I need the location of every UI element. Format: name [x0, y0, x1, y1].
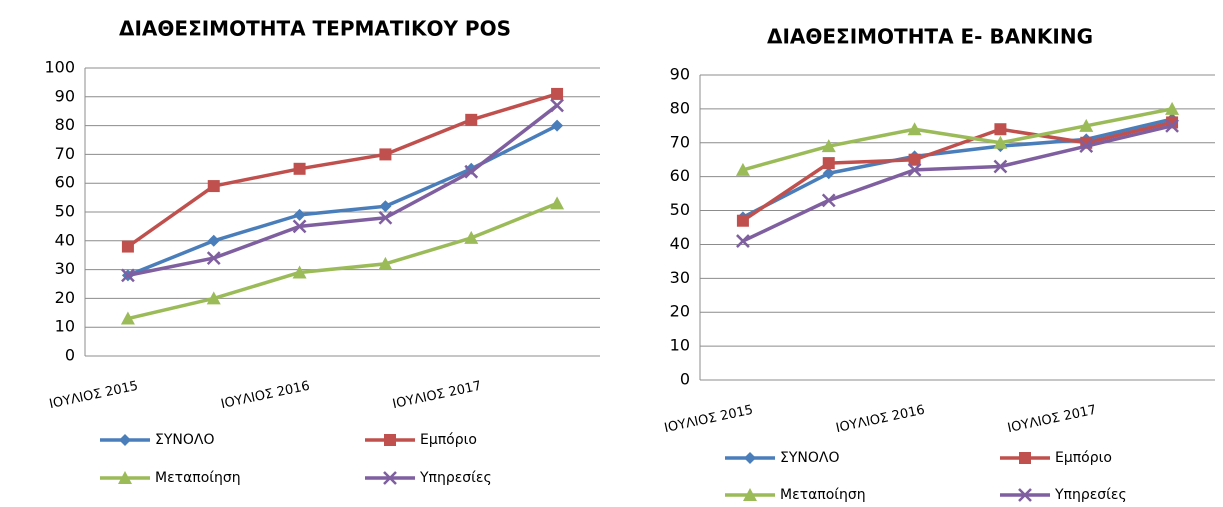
- marker-diamond: [744, 452, 756, 464]
- marker-triangle: [735, 162, 750, 176]
- y-tick-label: 60: [55, 173, 75, 192]
- marker-square: [736, 214, 749, 227]
- legend-label: Υπηρεσίες: [1054, 487, 1127, 503]
- marker-x: [821, 193, 836, 208]
- marker-diamond: [119, 434, 131, 446]
- marker-square: [293, 162, 306, 175]
- series-line: [742, 117, 1173, 219]
- y-tick-label: 30: [670, 268, 690, 287]
- y-tick-label: 10: [670, 336, 690, 355]
- marker-square: [994, 123, 1007, 136]
- marker-square: [207, 180, 220, 193]
- y-tick-label: 10: [55, 317, 75, 336]
- y-tick-label: 20: [55, 288, 75, 307]
- marker-square: [1019, 452, 1031, 464]
- legend-label: ΣΥΝΟΛΟ: [780, 450, 840, 466]
- marker-triangle: [550, 196, 565, 210]
- y-tick-label: 40: [55, 230, 75, 249]
- legend-label: ΣΥΝΟΛΟ: [155, 432, 215, 448]
- y-tick-label: 50: [670, 200, 690, 219]
- marker-triangle: [821, 139, 836, 153]
- y-tick-label: 60: [670, 166, 690, 185]
- marker-x: [1018, 488, 1032, 502]
- marker-diamond: [379, 200, 392, 213]
- chart-title: ΔΙΑΘΕΣΙΜΟΤΗΤΑ ΤΕΡΜΑΤΙΚΟΥ POS: [119, 17, 511, 41]
- series-line: [742, 107, 1173, 172]
- marker-triangle: [118, 471, 132, 484]
- x-tick-label: ΙΟΥΛΙΟΣ 2015: [48, 379, 140, 412]
- marker-x: [993, 159, 1008, 174]
- legend-label: Εμπόριο: [420, 432, 477, 448]
- marker-x: [292, 219, 307, 234]
- marker-square: [465, 113, 478, 126]
- y-tick-label: 70: [55, 144, 75, 163]
- x-tick-label: ΙΟΥΛΙΟΣ 2016: [220, 379, 312, 412]
- marker-square: [822, 157, 835, 170]
- marker-triangle: [907, 122, 922, 136]
- y-tick-label: 0: [680, 370, 690, 389]
- marker-x: [464, 164, 479, 179]
- series-line: [127, 104, 559, 278]
- marker-square: [121, 240, 134, 253]
- marker-square: [908, 153, 921, 166]
- y-tick-label: 80: [55, 115, 75, 134]
- marker-triangle: [993, 135, 1008, 149]
- marker-x: [206, 251, 221, 265]
- marker-triangle: [1079, 118, 1094, 132]
- x-tick-label: ΙΟΥΛΙΟΣ 2017: [1006, 403, 1098, 436]
- y-tick-label: 50: [55, 202, 75, 221]
- marker-x: [907, 163, 922, 177]
- series-line: [127, 201, 558, 321]
- marker-triangle: [120, 311, 135, 325]
- series-line: [742, 124, 1173, 243]
- marker-x: [378, 210, 393, 225]
- chart-title: ΔΙΑΘΕΣΙΜΟΤΗΤΑ E- BANKING: [767, 25, 1093, 49]
- marker-diamond: [551, 119, 564, 132]
- legend-label: Υπηρεσίες: [419, 470, 492, 486]
- marker-triangle: [292, 265, 307, 279]
- marker-square: [384, 434, 396, 446]
- y-tick-label: 40: [670, 234, 690, 253]
- marker-triangle: [743, 488, 757, 501]
- y-tick-label: 80: [670, 98, 690, 117]
- legend-label: Εμπόριο: [1055, 450, 1112, 466]
- marker-triangle: [1165, 101, 1180, 115]
- y-tick-label: 100: [44, 58, 75, 77]
- marker-diamond: [822, 167, 835, 180]
- marker-triangle: [378, 256, 393, 270]
- marker-triangle: [464, 230, 479, 244]
- legend-label: Μεταποίηση: [780, 487, 866, 503]
- marker-x: [736, 234, 750, 248]
- y-tick-label: 90: [670, 65, 690, 84]
- marker-diamond: [207, 234, 220, 247]
- marker-x: [121, 268, 135, 283]
- marker-square: [379, 148, 392, 161]
- y-tick-label: 0: [65, 346, 75, 365]
- y-tick-label: 70: [670, 132, 690, 151]
- marker-diamond: [293, 208, 306, 221]
- x-tick-label: ΙΟΥΛΙΟΣ 2016: [835, 403, 927, 436]
- marker-x: [550, 98, 564, 113]
- legend-label: Μεταποίηση: [155, 470, 241, 486]
- marker-x: [1079, 139, 1094, 154]
- series-line: [741, 120, 1173, 223]
- marker-triangle: [206, 291, 221, 305]
- marker-x: [383, 471, 397, 485]
- marker-x: [1165, 118, 1179, 133]
- x-tick-label: ΙΟΥΛΙΟΣ 2017: [391, 379, 483, 412]
- x-tick-label: ΙΟΥΛΙΟΣ 2015: [663, 403, 755, 436]
- series-line: [126, 92, 558, 248]
- marker-square: [551, 87, 564, 100]
- y-tick-label: 20: [670, 302, 690, 321]
- y-tick-label: 90: [55, 86, 75, 105]
- y-tick-label: 30: [55, 259, 75, 278]
